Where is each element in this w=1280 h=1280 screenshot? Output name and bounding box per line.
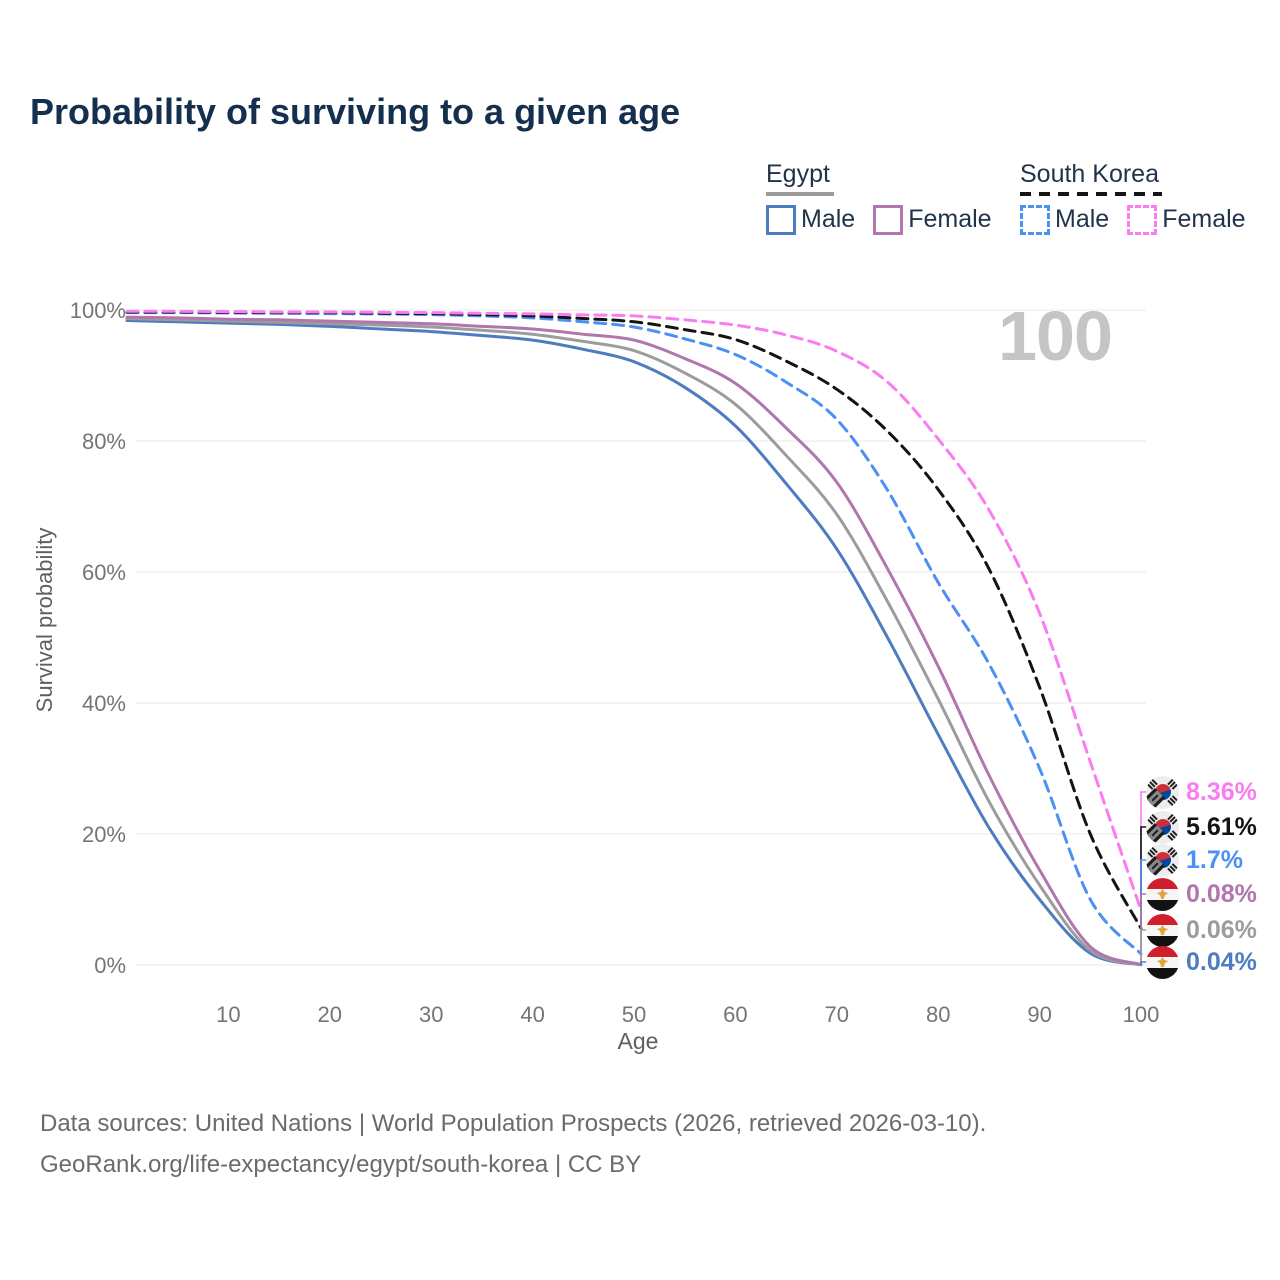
end-label-egypt-female: 0.08% <box>1146 877 1257 911</box>
series-line-egypt-both[interactable] <box>125 317 1143 967</box>
leader-line-egypt-both <box>1140 929 1147 965</box>
south-korea-flag-icon <box>1146 843 1179 877</box>
series-line-egypt-male[interactable] <box>125 319 1143 967</box>
egypt-flag-icon <box>1146 877 1179 911</box>
end-label-south-korea-male: 1.7% <box>1146 843 1243 877</box>
y-tick-60%: 60% <box>82 560 126 585</box>
legend-group-egypt: Egypt Male Female <box>766 160 1010 235</box>
legend-swatch-egypt-female[interactable] <box>873 204 904 235</box>
legend-south-korea-male-label[interactable]: Male <box>1055 205 1110 233</box>
y-tick-80%: 80% <box>82 429 126 454</box>
legend-egypt-female-label[interactable]: Female <box>908 205 992 233</box>
legend-egypt-label: Egypt <box>766 160 830 188</box>
legend-egypt-underline <box>766 191 834 196</box>
x-axis-title: Age <box>617 1028 659 1054</box>
end-label-value-south-korea-female: 8.36% <box>1186 777 1257 806</box>
x-tick-50: 50 <box>622 1002 646 1027</box>
x-tick-10: 10 <box>216 1002 240 1027</box>
x-tick-80: 80 <box>926 1002 950 1027</box>
source-note: Data sources: United Nations | World Pop… <box>40 1103 986 1185</box>
y-tick-0%: 0% <box>94 953 126 978</box>
south-korea-flag-icon <box>1146 775 1179 809</box>
series-line-south-korea-male[interactable] <box>125 311 1143 956</box>
source-line-1: Data sources: United Nations | World Pop… <box>40 1110 987 1137</box>
page-title: Probability of surviving to a given age <box>30 91 681 132</box>
end-label-egypt-both: 0.06% <box>1146 913 1257 947</box>
end-label-south-korea-both: 5.61% <box>1146 810 1257 844</box>
end-label-south-korea-female: 8.36% <box>1146 775 1257 809</box>
end-label-value-south-korea-male: 1.7% <box>1186 845 1243 874</box>
x-tick-40: 40 <box>520 1002 544 1027</box>
series-line-south-korea-female[interactable] <box>125 309 1143 912</box>
legend-swatch-south-korea-male[interactable] <box>1020 204 1050 235</box>
x-tick-70: 70 <box>825 1002 849 1027</box>
legend-south-korea-female-label[interactable]: Female <box>1162 205 1246 233</box>
end-label-egypt-male: 0.04% <box>1146 945 1257 979</box>
x-tick-60: 60 <box>723 1002 747 1027</box>
source-line-2: GeoRank.org/life-expectancy/egypt/south-… <box>40 1151 642 1178</box>
legend-south-korea-label: South Korea <box>1020 160 1159 188</box>
series-line-south-korea-both[interactable] <box>125 310 1143 930</box>
end-label-value-egypt-male: 0.04% <box>1186 947 1257 976</box>
egypt-flag-icon <box>1146 913 1179 947</box>
y-tick-100%: 100% <box>70 298 126 323</box>
end-label-value-south-korea-both: 5.61% <box>1186 812 1257 841</box>
leader-line-egypt-male <box>1140 961 1147 965</box>
y-tick-40%: 40% <box>82 691 126 716</box>
legend-swatch-egypt-male[interactable] <box>766 204 796 235</box>
legend-south-korea-underline <box>1020 191 1162 196</box>
egypt-flag-icon <box>1146 945 1179 979</box>
y-tick-20%: 20% <box>82 822 126 847</box>
series-line-egypt-female[interactable] <box>125 315 1143 966</box>
end-label-value-egypt-female: 0.08% <box>1186 879 1257 908</box>
x-tick-90: 90 <box>1027 1002 1051 1027</box>
end-label-value-egypt-both: 0.06% <box>1186 915 1257 944</box>
x-tick-30: 30 <box>419 1002 443 1027</box>
legend-swatch-south-korea-female[interactable] <box>1127 204 1158 235</box>
x-tick-20: 20 <box>318 1002 342 1027</box>
legend-egypt-male-label[interactable]: Male <box>801 205 856 233</box>
legend-group-south-korea: South Korea Male Female <box>1020 160 1264 235</box>
south-korea-flag-icon <box>1146 810 1179 844</box>
x-tick-100: 100 <box>1123 1002 1160 1027</box>
age-annotation: 100 <box>998 297 1113 375</box>
